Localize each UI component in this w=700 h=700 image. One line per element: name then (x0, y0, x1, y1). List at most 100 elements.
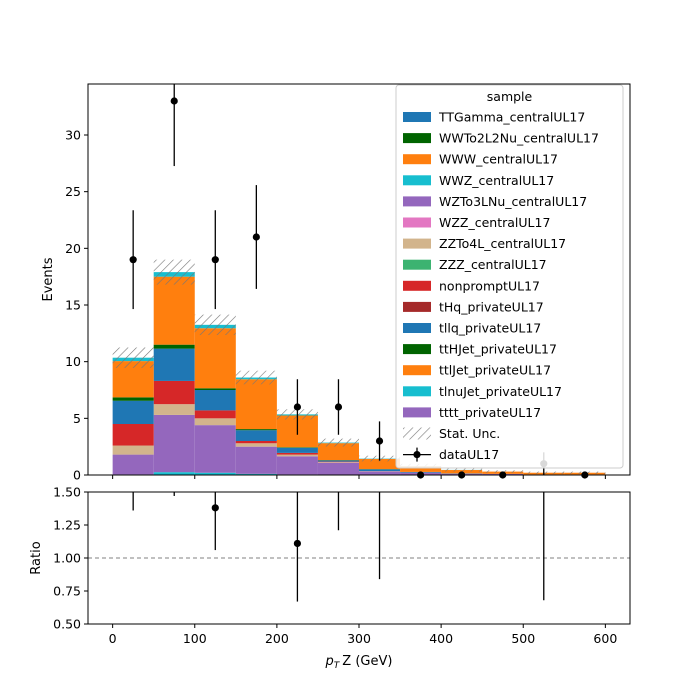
x-tick-label: 0 (109, 631, 117, 646)
legend-entry-label: WWTo2L2Nu_centralUL17 (439, 131, 599, 146)
data-point (334, 403, 343, 411)
data-point (129, 256, 137, 264)
bar-segment (112, 397, 154, 401)
bar-segment (359, 469, 401, 472)
stat-unc-band (235, 370, 277, 385)
legend-data-marker (413, 451, 421, 459)
bar-segment (276, 454, 318, 457)
data-points (129, 84, 589, 479)
stat-unc-band (153, 259, 195, 285)
ratio-y-tick-label: 0.75 (53, 584, 81, 599)
bar-segment (194, 410, 236, 419)
legend-title: sample (487, 89, 533, 104)
bar-segment (153, 472, 195, 475)
bar-segment (112, 454, 154, 475)
bar-segment (153, 414, 195, 473)
legend-entry-label: ZZTo4L_centralUL17 (439, 236, 566, 251)
legend-entry-label: tttt_privateUL17 (439, 405, 541, 420)
bar-segment (194, 425, 236, 473)
legend-swatch (403, 112, 431, 122)
y-tick-label: 5 (73, 411, 81, 426)
bar-segment (153, 344, 195, 349)
bar-segment (153, 380, 195, 405)
stat-unc-band (112, 347, 154, 368)
bar-segment (194, 388, 236, 390)
legend-box (395, 84, 624, 469)
bar-segment (194, 418, 236, 426)
ratio-y-axis-label: Ratio (29, 541, 44, 574)
bar-segment (317, 460, 359, 462)
legend-swatch (403, 217, 431, 228)
legend-entry-label: WZZ_centralUL17 (439, 215, 550, 230)
legend-entry-label: WWW_centralUL17 (439, 152, 558, 167)
data-point (211, 256, 219, 264)
legend-entry-label: tHq_privateUL17 (439, 299, 544, 314)
bar-segment (276, 447, 318, 453)
x-axis-label-text: Z (GeV) (342, 654, 392, 669)
bar-segment (235, 429, 277, 431)
bar-segment (317, 461, 359, 463)
bar-segment (235, 446, 277, 474)
bar-segment (194, 390, 236, 411)
x-tick-label: 200 (265, 631, 289, 646)
legend-swatch (403, 259, 431, 270)
bar-segment (112, 400, 154, 424)
legend-swatch (403, 133, 431, 144)
bar-segment (235, 430, 277, 441)
y-tick-label: 10 (65, 354, 81, 369)
data-point (375, 437, 384, 445)
legend-entry-label: WZTo3LNu_centralUL17 (439, 194, 587, 209)
bar-segment (235, 379, 277, 430)
legend-entry-label: ZZZ_centralUL17 (439, 257, 547, 272)
ratio-plot-frame (87, 491, 631, 625)
bar-segment (235, 473, 277, 475)
y-tick-label: 0 (73, 468, 81, 483)
ratio-point (293, 539, 302, 548)
bar-segment (276, 456, 318, 475)
legend-entry-label: ttHJet_privateUL17 (439, 342, 557, 357)
y-axis-label: Events (41, 257, 56, 301)
bar-segment (194, 472, 236, 475)
ratio-y-tick-label: 1.50 (53, 485, 81, 500)
x-axis-label-sub: T (334, 661, 341, 671)
ratio-point (253, 356, 260, 363)
y-tick-label: 20 (65, 241, 81, 256)
bar-segment (153, 404, 195, 415)
bar-segment (317, 462, 359, 463)
x-tick-label: 300 (347, 631, 371, 646)
bar-segment (194, 328, 236, 389)
bar-segment (153, 348, 195, 381)
legend-swatch (403, 386, 431, 397)
stat-unc-band (441, 468, 483, 472)
bar-segment (400, 466, 442, 472)
y-tick-label: 25 (65, 184, 81, 199)
legend-swatch (403, 301, 431, 312)
legend-entry-label: dataUL17 (439, 447, 499, 462)
bar-segment (235, 441, 277, 444)
data-point (170, 97, 178, 105)
bar-segment (112, 445, 154, 455)
ratio-y-tick-label: 1.25 (53, 518, 81, 533)
data-point (293, 403, 302, 411)
y-tick-label: 15 (65, 298, 81, 313)
x-axis-label-p: p (325, 654, 334, 669)
legend-swatch (403, 344, 431, 355)
bar-segment (153, 276, 195, 345)
y-tick-label: 30 (65, 128, 81, 143)
x-tick-label: 500 (511, 631, 535, 646)
x-tick-label: 400 (429, 631, 453, 646)
legend: sample TTGamma_centralUL17 WWTo2L2Nu_centr… (395, 84, 624, 469)
x-axis-label: pT Z (GeV) (325, 654, 393, 671)
legend-swatch (403, 238, 431, 249)
stat-unc-band (194, 314, 236, 336)
legend-entry-label: tllq_privateUL17 (439, 321, 541, 336)
ratio-y-tick-label: 1.00 (53, 551, 81, 566)
legend-swatch (403, 323, 431, 333)
legend-swatch (403, 407, 431, 418)
bar-segment (359, 458, 401, 470)
legend-entry-label: WWZ_centralUL17 (439, 173, 554, 188)
axes: 0 100 200 300 400 500 600 0 5 10 15 20 25 30 0.50 0.75 1… (29, 83, 631, 671)
legend-swatch (403, 365, 431, 376)
